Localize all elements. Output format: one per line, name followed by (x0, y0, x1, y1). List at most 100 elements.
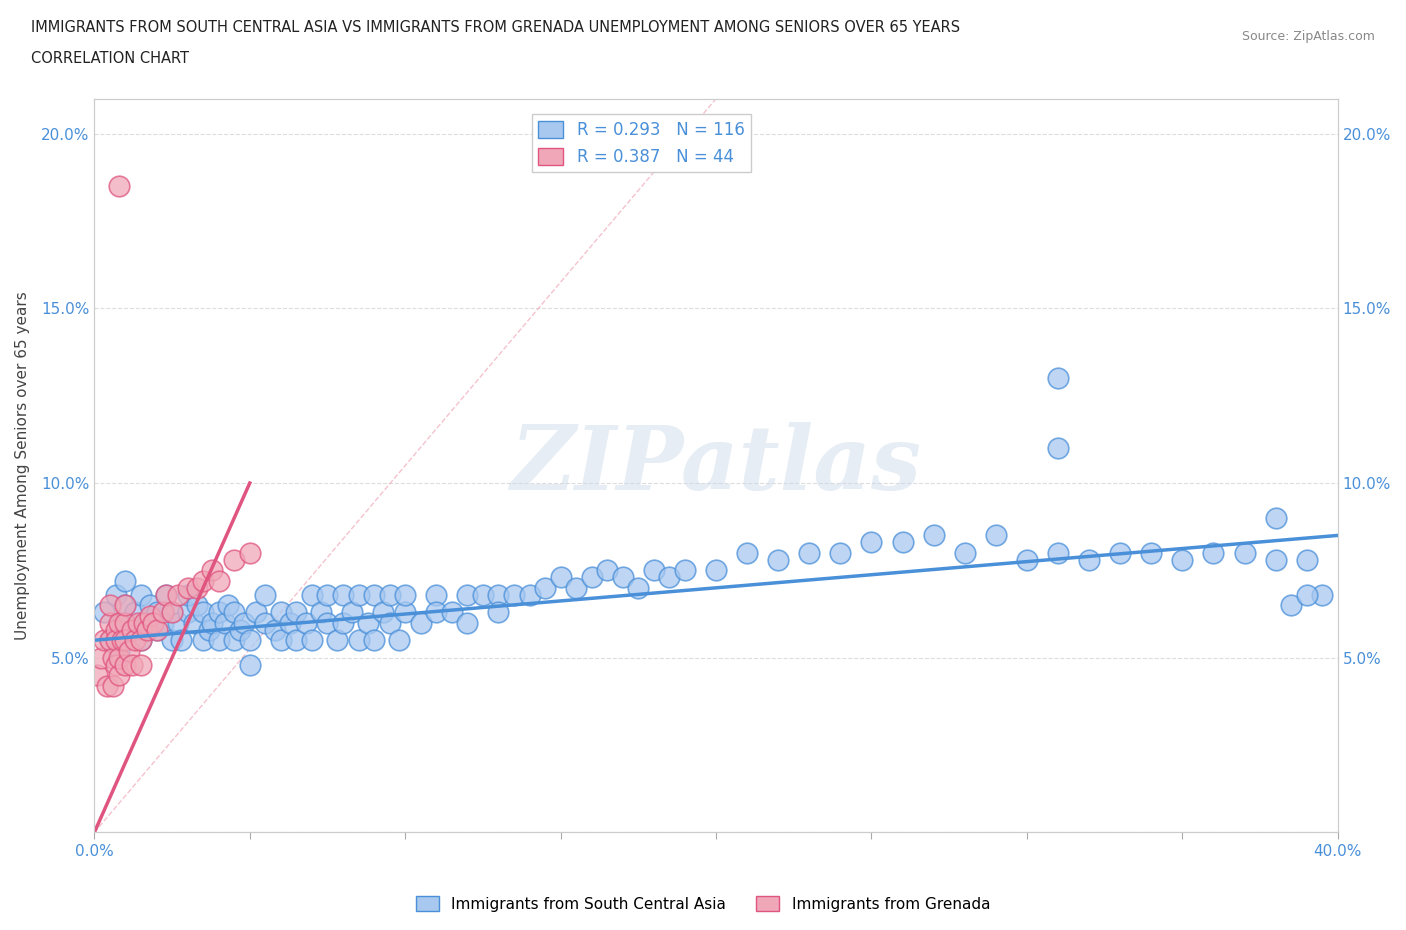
Point (270, 632, 292, 647)
Point (217, 598, 239, 613)
Point (129, 658, 152, 672)
Point (503, 588, 526, 603)
Point (224, 552, 246, 567)
Point (129, 588, 152, 603)
Point (98, 598, 121, 613)
Point (891, 535, 914, 550)
Point (108, 650, 131, 665)
Point (145, 622, 167, 637)
Point (124, 604, 146, 619)
Point (596, 563, 619, 578)
Point (1295, 552, 1317, 567)
Point (152, 616, 174, 631)
Point (658, 570, 681, 585)
Point (440, 604, 463, 619)
Point (108, 668, 131, 683)
Point (285, 632, 308, 647)
Point (101, 678, 124, 693)
Point (301, 588, 323, 603)
Point (124, 632, 146, 647)
Point (201, 563, 224, 578)
Point (117, 644, 139, 658)
Point (456, 588, 478, 603)
Point (101, 650, 124, 665)
Point (214, 616, 236, 631)
Point (105, 622, 128, 637)
Point (1295, 588, 1317, 603)
Point (170, 632, 193, 647)
Point (326, 632, 349, 647)
Point (132, 616, 155, 631)
Point (160, 604, 183, 619)
Point (363, 588, 385, 603)
Point (332, 616, 354, 631)
Point (121, 622, 143, 637)
Point (136, 616, 159, 631)
Point (704, 563, 727, 578)
Point (208, 604, 231, 619)
Point (127, 616, 149, 631)
Point (136, 622, 159, 637)
Point (263, 622, 285, 637)
Y-axis label: Unemployment Among Seniors over 65 years: Unemployment Among Seniors over 65 years (15, 291, 30, 640)
Point (316, 616, 339, 631)
Point (357, 616, 380, 631)
Point (208, 574, 231, 589)
Point (1140, 546, 1163, 561)
Point (347, 632, 370, 647)
Point (799, 546, 821, 561)
Point (176, 580, 198, 595)
Point (139, 598, 162, 613)
Point (108, 644, 131, 658)
Point (152, 604, 174, 619)
Point (114, 616, 136, 631)
Legend: R = 0.293   N = 116, R = 0.387   N = 44: R = 0.293 N = 116, R = 0.387 N = 44 (531, 114, 751, 172)
Point (108, 179, 131, 193)
Point (1171, 552, 1194, 567)
Point (425, 604, 447, 619)
Point (167, 588, 190, 603)
Text: Source: ZipAtlas.com: Source: ZipAtlas.com (1241, 30, 1375, 43)
Point (373, 604, 395, 619)
Point (1264, 552, 1286, 567)
Point (285, 604, 308, 619)
Point (488, 604, 510, 619)
Point (342, 604, 364, 619)
Point (114, 632, 136, 647)
Point (167, 616, 190, 631)
Point (198, 622, 221, 637)
Point (239, 658, 262, 672)
Point (129, 632, 152, 647)
Point (254, 588, 277, 603)
Point (565, 580, 588, 595)
Point (278, 616, 301, 631)
Point (1202, 546, 1225, 561)
Point (93, 632, 115, 647)
Point (1046, 371, 1069, 386)
Point (1078, 552, 1101, 567)
Text: CORRELATION CHART: CORRELATION CHART (31, 51, 188, 66)
Text: IMMIGRANTS FROM SOUTH CENTRAL ASIA VS IMMIGRANTS FROM GRENADA UNEMPLOYMENT AMONG: IMMIGRANTS FROM SOUTH CENTRAL ASIA VS IM… (31, 20, 960, 35)
Point (316, 588, 339, 603)
Point (114, 658, 136, 672)
Point (121, 658, 143, 672)
Point (830, 546, 852, 561)
Point (673, 563, 696, 578)
Point (254, 616, 277, 631)
Point (627, 580, 650, 595)
Point (108, 616, 131, 631)
Point (224, 604, 246, 619)
Point (98, 632, 121, 647)
Point (301, 632, 323, 647)
Point (176, 588, 198, 603)
Point (98, 632, 121, 647)
Point (229, 622, 252, 637)
Point (191, 632, 214, 647)
Point (232, 616, 254, 631)
Point (309, 604, 332, 619)
Point (519, 588, 541, 603)
Point (1264, 511, 1286, 525)
Point (111, 632, 134, 647)
Point (114, 574, 136, 589)
Point (394, 604, 416, 619)
